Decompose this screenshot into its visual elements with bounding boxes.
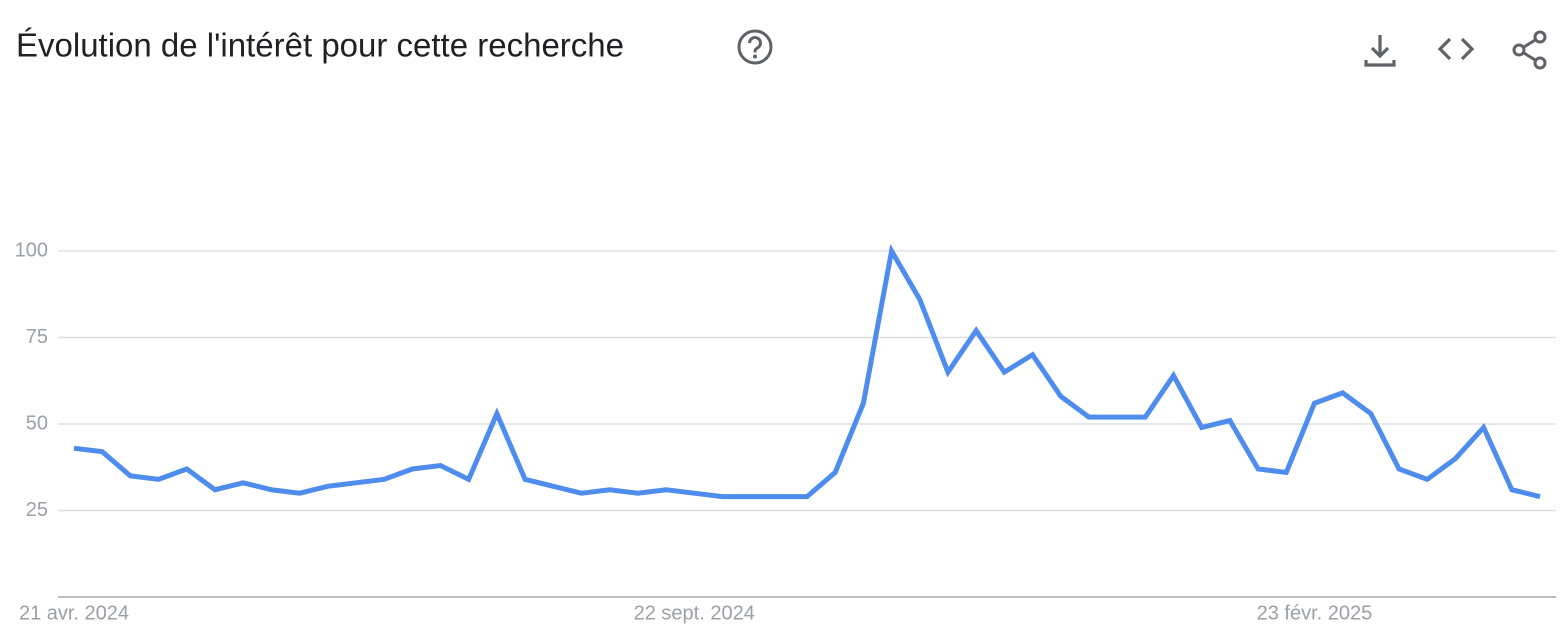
trend-line	[73, 243, 1541, 500]
y-tick-label: 100	[15, 239, 48, 261]
y-tick-label: 75	[26, 326, 48, 348]
embed-button[interactable]	[1437, 37, 1475, 61]
chart-title: Évolution de l'intérêt pour cette recher…	[16, 27, 624, 64]
help-icon[interactable]	[737, 29, 773, 65]
y-tick-label: 25	[26, 499, 48, 521]
y-tick-label: 50	[26, 412, 48, 434]
x-tick-label: 21 avr. 2024	[19, 602, 129, 624]
x-tick-label: 23 févr. 2025	[1257, 602, 1373, 624]
x-tick-label: 22 sept. 2024	[634, 602, 755, 624]
share-button[interactable]	[1512, 30, 1547, 70]
download-button[interactable]	[1364, 35, 1396, 67]
